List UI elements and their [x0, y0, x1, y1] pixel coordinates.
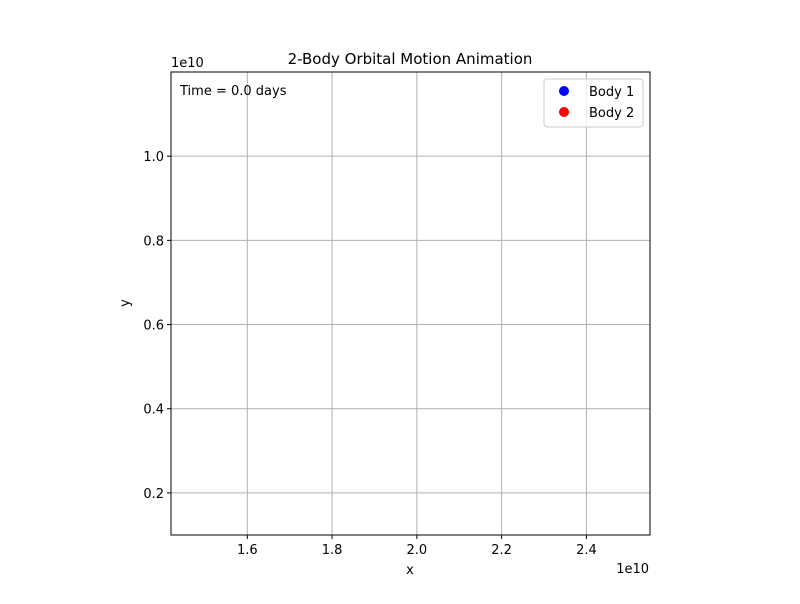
- x-tick-label: 2.2: [491, 543, 512, 558]
- plot-area: 1.6 1.8 2.0 2.2 2.4 0.2 0.4 0.6 0.8 1.0: [143, 71, 651, 558]
- plot-frame: [170, 71, 651, 536]
- y-tick-label: 0.8: [143, 234, 164, 249]
- x-axis-ticks: 1.6 1.8 2.0 2.2 2.4: [237, 535, 597, 558]
- y-axis-ticks: 0.2 0.4 0.6 0.8 1.0: [143, 150, 171, 502]
- legend-items: Body 1 Body 2: [559, 85, 634, 121]
- legend-marker: [559, 107, 569, 117]
- legend-marker: [559, 86, 569, 96]
- x-axis-label: x: [406, 563, 414, 578]
- y-tick-label: 0.2: [143, 487, 164, 502]
- x-tick-label: 1.8: [322, 543, 343, 558]
- legend-label: Body 1: [589, 85, 634, 100]
- x-gridlines: [246, 72, 587, 535]
- y-tick-label: 0.6: [143, 319, 164, 334]
- time-annotation: Time = 0.0 days: [179, 84, 287, 99]
- x-tick-label: 2.4: [576, 543, 597, 558]
- y-tick-label: 1.0: [143, 150, 164, 165]
- y-tick-label: 0.4: [143, 403, 164, 418]
- chart-title: 2-Body Orbital Motion Animation: [288, 50, 533, 68]
- legend: Body 1 Body 2: [543, 78, 644, 128]
- legend-label: Body 2: [589, 106, 634, 121]
- plot-background: [171, 72, 650, 535]
- y-axis-label: y: [118, 299, 133, 307]
- y-offset-label: 1e10: [171, 56, 204, 71]
- x-tick-label: 2.0: [407, 543, 428, 558]
- x-offset-label: 1e10: [616, 562, 649, 577]
- y-gridlines: [171, 155, 650, 494]
- x-tick-label: 1.6: [237, 543, 258, 558]
